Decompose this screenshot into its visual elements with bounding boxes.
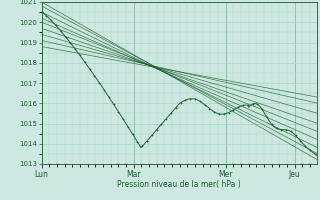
X-axis label: Pression niveau de la mer( hPa ): Pression niveau de la mer( hPa ) <box>117 180 241 189</box>
